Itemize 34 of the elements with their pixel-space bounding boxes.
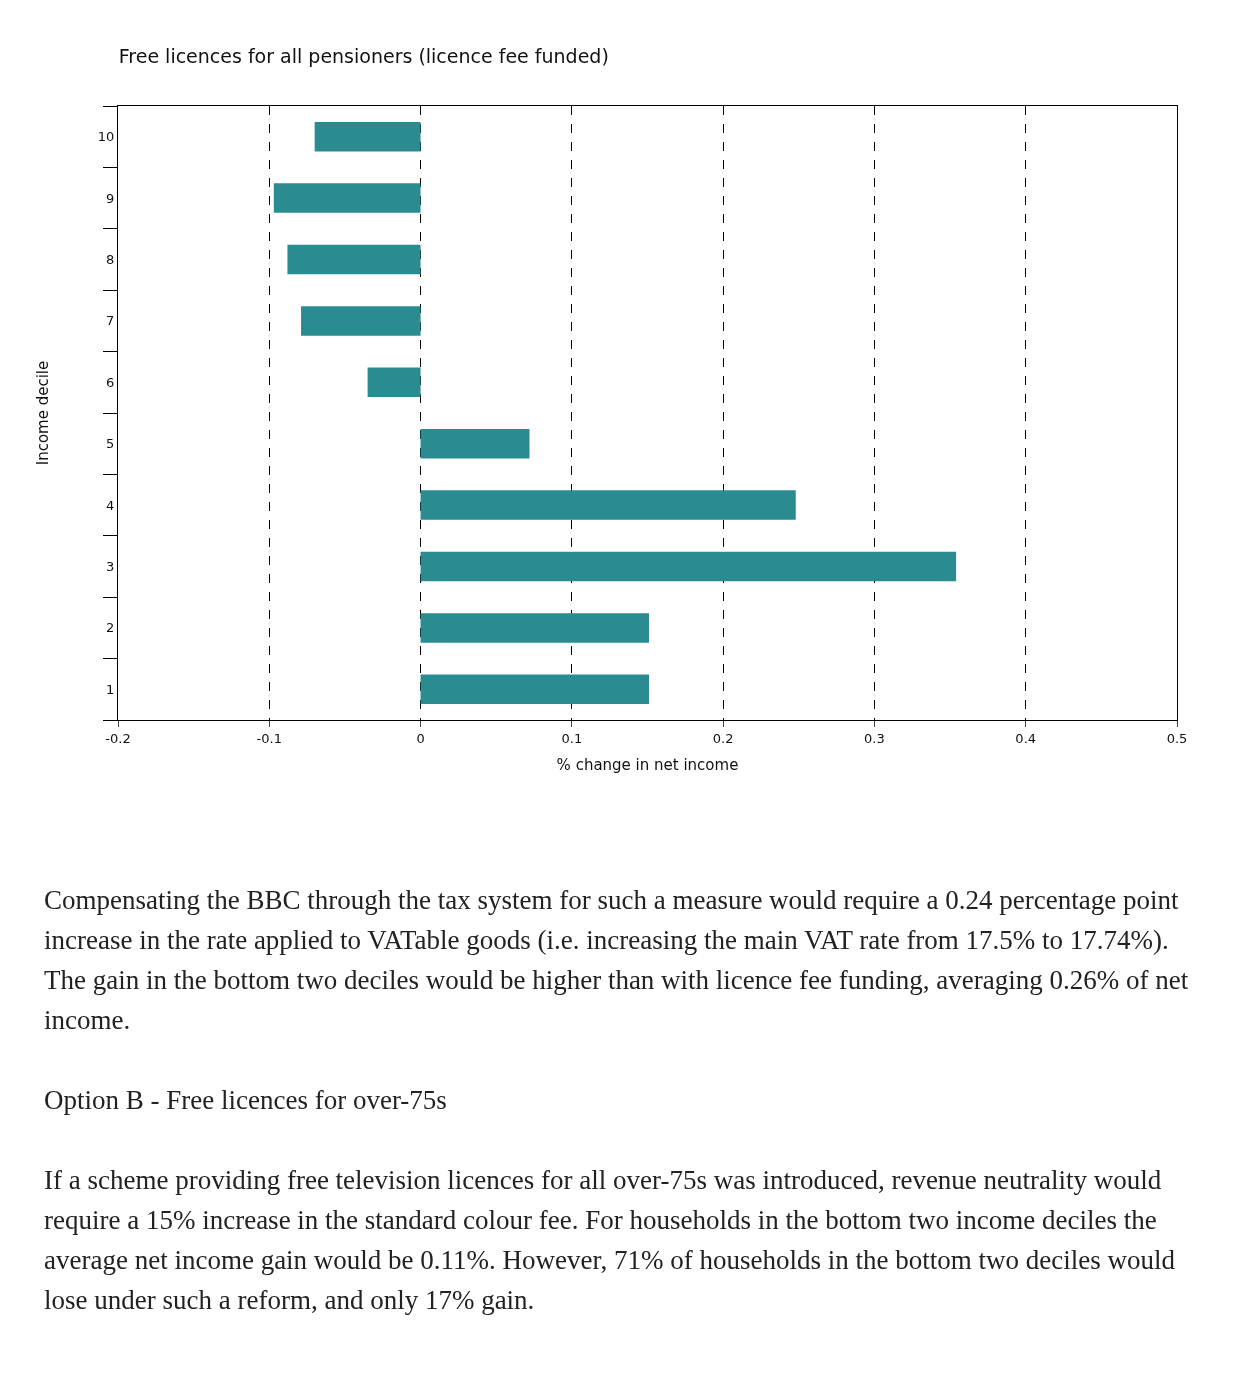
y-tick-label: 6 xyxy=(106,374,115,390)
y-tick-label: 10 xyxy=(97,129,115,145)
bar xyxy=(314,121,421,152)
x-tick-label: 0.2 xyxy=(712,730,734,746)
x-tick-label: 0.1 xyxy=(561,730,583,746)
y-tick-label: 9 xyxy=(106,190,115,206)
y-tick-label: 4 xyxy=(106,497,115,513)
x-tick-label: 0 xyxy=(416,730,425,746)
text: If a scheme providing free television licences for all over-75s was introduced, revenue neutrality would require a 15% increase in the standard colour fee. For households in the bottom two income deciles the average net income gain would be 0.11%. However, 71% of households in the bottom two deciles would lose under such a reform, and only 17% gain. xyxy=(44,1164,1176,1317)
bar xyxy=(273,183,421,213)
text: Compensating the BBC through the tax system for such a measure would require a 0.24 percentage point increase in the rate applied to VATable goods (i.e. increasing the main VAT rate from 17.5% to 17.74%). The gain in the bottom two deciles would be higher than with licence fee funding, averaging 0.26% of net income. xyxy=(44,884,1190,1037)
bar xyxy=(420,490,796,520)
y-tick-label: 1 xyxy=(106,681,115,697)
bar xyxy=(367,367,421,398)
bar xyxy=(420,551,957,582)
x-tick-label: -0.2 xyxy=(105,730,131,746)
y-tick-label: 7 xyxy=(106,313,115,329)
x-tick-label: 0.4 xyxy=(1015,730,1037,746)
bar xyxy=(420,613,650,643)
x-axis-title: % change in net income xyxy=(556,755,739,774)
y-tick-label: 8 xyxy=(106,252,115,268)
x-tick-label: 0.3 xyxy=(864,730,885,746)
x-tick-label: -0.1 xyxy=(256,730,282,746)
x-tick-label: 0.5 xyxy=(1166,730,1188,746)
bar xyxy=(420,428,530,459)
bar xyxy=(420,674,650,705)
y-tick-label: 2 xyxy=(106,620,115,636)
y-tick-label: 3 xyxy=(106,559,115,575)
bar xyxy=(287,244,421,275)
y-tick-label: 5 xyxy=(106,436,115,452)
text: Option B - Free licences for over-75s xyxy=(44,1084,448,1117)
chart-title: Free licences for all pensioners (licence fee funded) xyxy=(118,44,609,67)
y-axis-title: Income decile xyxy=(34,360,53,466)
bar xyxy=(301,306,421,336)
